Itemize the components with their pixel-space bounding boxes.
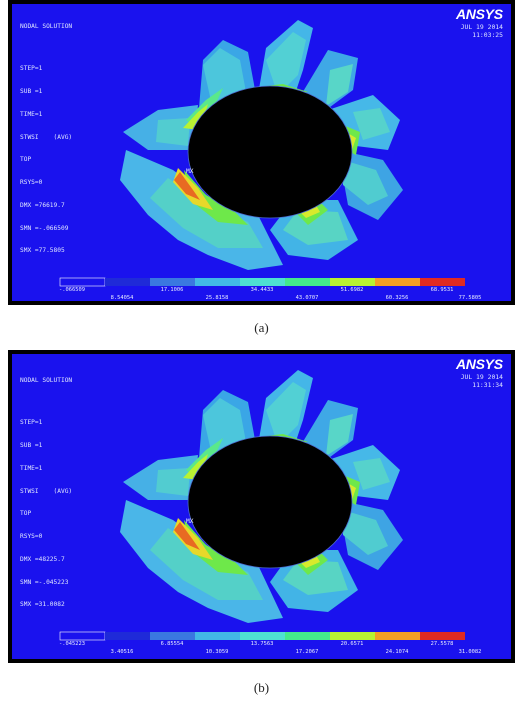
legend-label: 77.5805 bbox=[458, 295, 482, 301]
date-label: JUL 19 2014 bbox=[460, 23, 503, 31]
date-label: JUL 19 2014 bbox=[460, 373, 503, 381]
info-line: SMX =77.5805 bbox=[20, 247, 65, 255]
legend-top-labels-a: -.066509 17.1006 34.4433 51.6982 68.9531 bbox=[59, 287, 470, 295]
info-line: SUB =1 bbox=[20, 441, 43, 449]
info-line: SMX =31.0082 bbox=[20, 601, 65, 609]
solution-info-b: NODAL SOLUTION STEP=1 SUB =1 TIME=1 STWS… bbox=[20, 362, 72, 624]
legend-label: 60.3256 bbox=[385, 295, 409, 301]
hole bbox=[187, 435, 353, 569]
legend-colorbar bbox=[59, 277, 465, 287]
info-line: SMN =-.045223 bbox=[20, 578, 69, 586]
info-line: TOP bbox=[20, 510, 32, 518]
contour-graphic-a bbox=[12, 4, 511, 301]
solution-info-a: NODAL SOLUTION STEP=1 SUB =1 TIME=1 STWS… bbox=[20, 8, 72, 270]
info-line: RSYS=0 bbox=[20, 179, 43, 187]
stress-contours bbox=[120, 370, 403, 623]
legend-label: -.045223 bbox=[59, 641, 85, 647]
legend-label: 17.1006 bbox=[160, 287, 184, 293]
legend-label: 13.7563 bbox=[250, 641, 274, 647]
info-line: TIME=1 bbox=[20, 110, 43, 118]
caption-b: (b) bbox=[253, 680, 270, 695]
legend-label: 25.8158 bbox=[205, 295, 229, 301]
legend-colorbar bbox=[59, 631, 465, 641]
timestamp-a: JUL 19 2014 11:03:25 bbox=[461, 23, 503, 39]
info-line: SUB =1 bbox=[20, 87, 43, 95]
ansys-logo: ANSYS bbox=[456, 356, 503, 372]
legend-label: 34.4433 bbox=[250, 287, 274, 293]
legend-label: 17.2067 bbox=[295, 649, 319, 655]
info-line: TOP bbox=[20, 156, 32, 164]
info-line: TIME=1 bbox=[20, 464, 43, 472]
info-line: NODAL SOLUTION bbox=[20, 23, 73, 31]
legend-top-labels-b: -.045223 6.85554 13.7563 20.6571 27.5578 bbox=[59, 641, 470, 649]
info-line: STEP=1 bbox=[20, 419, 43, 427]
contour-plot-b: NODAL SOLUTION STEP=1 SUB =1 TIME=1 STWS… bbox=[8, 350, 515, 663]
info-line: STEP=1 bbox=[20, 65, 43, 73]
info-line: DMX =76619.7 bbox=[20, 201, 65, 209]
caption-a: (a) bbox=[254, 320, 269, 335]
info-line: RSYS=0 bbox=[20, 533, 43, 541]
mx-marker: MX bbox=[186, 168, 194, 175]
info-line: NODAL SOLUTION bbox=[20, 377, 73, 385]
legend-label: 27.5578 bbox=[430, 641, 454, 647]
time-label: 11:03:25 bbox=[472, 31, 503, 39]
info-line: STWSI (AVG) bbox=[20, 133, 73, 141]
legend-label: -.066509 bbox=[59, 287, 85, 293]
legend-label: 20.6571 bbox=[340, 641, 364, 647]
info-line: STWSI (AVG) bbox=[20, 487, 73, 495]
mx-marker: MX bbox=[186, 518, 194, 525]
ansys-logo: ANSYS bbox=[456, 6, 503, 22]
legend-label: 51.6982 bbox=[340, 287, 364, 293]
legend-bottom-labels-b: 3.40516 10.3059 17.2067 24.1074 31.0082 bbox=[60, 649, 482, 657]
info-line: SMN =-.066509 bbox=[20, 224, 69, 232]
legend-label: 31.0082 bbox=[458, 649, 482, 655]
hole bbox=[187, 85, 353, 219]
legend-label: 10.3059 bbox=[205, 649, 229, 655]
legend-label: 6.85554 bbox=[160, 641, 184, 647]
legend-label: 24.1074 bbox=[385, 649, 409, 655]
contour-plot-a: NODAL SOLUTION STEP=1 SUB =1 TIME=1 STWS… bbox=[8, 0, 515, 305]
contour-graphic-b bbox=[12, 354, 511, 659]
legend-label: 8.54054 bbox=[110, 295, 134, 301]
timestamp-b: JUL 19 2014 11:31:34 bbox=[461, 373, 503, 389]
legend-label: 43.0707 bbox=[295, 295, 319, 301]
legend-bottom-labels-a: 8.54054 25.8158 43.0707 60.3256 77.5805 bbox=[60, 295, 482, 303]
time-label: 11:31:34 bbox=[472, 381, 503, 389]
legend-label: 3.40516 bbox=[110, 649, 134, 655]
legend-label: 68.9531 bbox=[430, 287, 454, 293]
info-line: DMX =48225.7 bbox=[20, 555, 65, 563]
